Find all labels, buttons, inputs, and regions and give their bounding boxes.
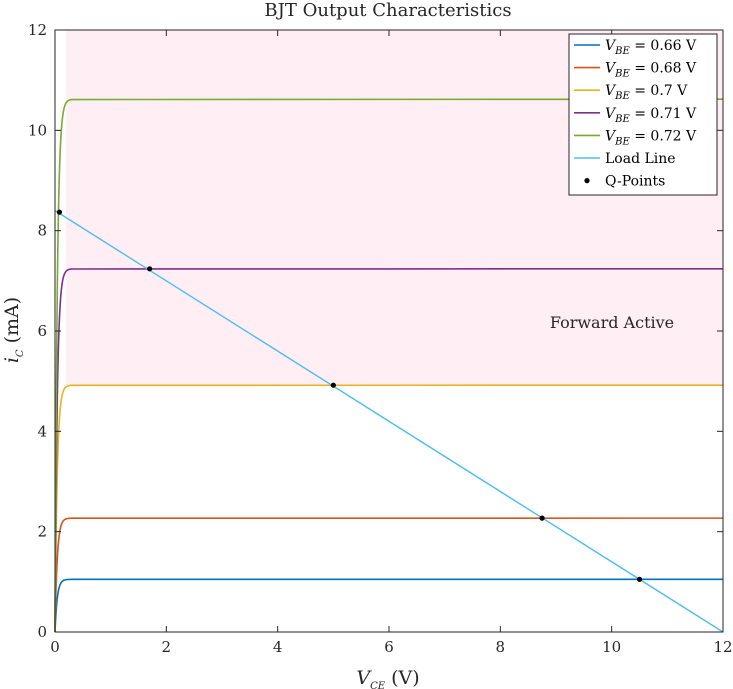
x-tick-label: 8 (496, 638, 506, 656)
x-axis-label: VCE (V) (356, 667, 419, 689)
q-points (56, 209, 643, 582)
series-line-1 (54, 578, 724, 633)
y-tick-label: 2 (37, 523, 47, 541)
series-line-5 (54, 98, 724, 633)
x-tick-label: 12 (713, 638, 732, 656)
q-point-2 (539, 515, 545, 521)
x-tick-label: 0 (50, 638, 60, 656)
q-point-4 (147, 266, 153, 272)
series-layer (54, 98, 724, 633)
y-tick-label: 10 (28, 121, 47, 139)
legend-items: VBE = 0.66 V VBE = 0.68 V VBE = 0.7 V VBE =… (574, 38, 697, 190)
x-tick-label: 10 (602, 638, 621, 656)
legend-entry-4: VBE = 0.71 V (605, 106, 697, 125)
series-line-3 (54, 384, 724, 633)
load-line (54, 210, 724, 633)
legend-swatch-q-points (584, 178, 590, 184)
legend-entry-3: VBE = 0.7 V (605, 83, 688, 102)
legend-box (568, 33, 718, 196)
y-tick-label: 12 (28, 21, 47, 39)
legend-entry-1: VBE = 0.66 V (605, 38, 697, 57)
x-tick-label: 4 (273, 638, 283, 656)
legend-entry-q-points: Q-Points (605, 174, 665, 190)
y-tick-label: 8 (37, 222, 47, 240)
x-tick-label: 6 (384, 638, 394, 656)
region-annotation: Forward Active (550, 313, 674, 332)
q-point-5 (56, 209, 63, 215)
y-axis-label: iC (mA) (1, 297, 26, 363)
legend-entry-2: VBE = 0.68 V (605, 61, 697, 80)
y-tick-label: 4 (37, 422, 47, 440)
legend: VBE = 0.66 V VBE = 0.68 V VBE = 0.7 V VBE =… (568, 33, 718, 196)
y-tick-label: 0 (37, 623, 47, 641)
legend-entry-5: VBE = 0.72 V (605, 128, 697, 147)
q-point-3 (330, 382, 336, 388)
y-tick-label: 6 (37, 322, 47, 340)
x-tick-label: 2 (162, 638, 172, 656)
legend-entry-load-line: Load Line (605, 151, 676, 167)
ticks-layer: 0 2 4 6 8 10 12 0 2 4 6 8 10 12 (28, 21, 733, 656)
series-line-2 (54, 517, 724, 633)
q-point-1 (636, 576, 643, 582)
series-line-4 (54, 267, 724, 633)
chart-title: BJT Output Characteristics (264, 0, 511, 21)
